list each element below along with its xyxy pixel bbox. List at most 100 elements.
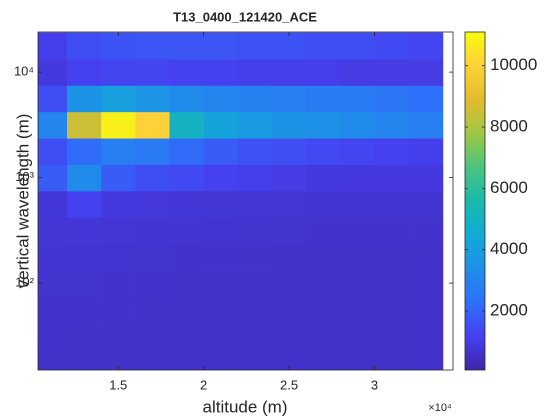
- heatmap-cell: [237, 217, 273, 245]
- heatmap-cell: [135, 32, 171, 60]
- heatmap-cell: [203, 138, 239, 165]
- heatmap-cell: [203, 243, 239, 271]
- heatmap-cell: [135, 217, 171, 245]
- heatmap-cell: [340, 138, 375, 165]
- heatmap-cell: [203, 190, 239, 218]
- heatmap-cell: [135, 164, 171, 192]
- heatmap-cell: [271, 58, 307, 86]
- colorbar: [464, 31, 486, 371]
- heatmap-cell: [374, 217, 410, 245]
- heatmap-cell: [169, 85, 205, 113]
- heatmap-cell: [101, 269, 136, 297]
- heatmap-cell: [203, 111, 239, 139]
- heatmap-cell: [374, 111, 410, 139]
- heatmap-cell: [203, 58, 239, 86]
- y-axis-label: vertical wavelength (m): [13, 114, 32, 289]
- heatmap-cell: [340, 217, 375, 245]
- heatmap-cell: [237, 58, 273, 86]
- heatmap-cell: [38, 269, 68, 297]
- heatmap-cell: [237, 243, 273, 271]
- heatmap-cell: [271, 269, 307, 297]
- chart-title: T13_0400_121420_ACE: [173, 9, 317, 24]
- heatmap-cell: [169, 138, 205, 165]
- x-tick-label: 3: [371, 377, 378, 392]
- heatmap-cell: [38, 243, 68, 271]
- heatmap-cell: [169, 58, 205, 86]
- heatmap-cell: [306, 243, 341, 271]
- heatmap-cell: [169, 322, 205, 349]
- heatmap-cell: [374, 348, 410, 370]
- x-tick-label: 2.5: [280, 377, 298, 392]
- axes-box: [37, 31, 454, 371]
- heatmap-cell: [271, 296, 307, 323]
- x-exponent: ×10⁴: [428, 402, 452, 414]
- heatmap-cell: [38, 296, 68, 323]
- heatmap-cell: [306, 322, 341, 349]
- heatmap-cell: [169, 296, 205, 323]
- heatmap-cell: [374, 164, 410, 192]
- heatmap-cell: [408, 269, 444, 297]
- heatmap-cell: [135, 348, 171, 370]
- heatmap-cell: [271, 322, 307, 349]
- heatmap-cell: [38, 322, 68, 349]
- heatmap-cell: [101, 164, 136, 192]
- heatmap-cell: [408, 190, 444, 218]
- heatmap-cell: [67, 32, 102, 60]
- colorbar-tick-label: 8000: [490, 117, 528, 136]
- heatmap-cell: [101, 348, 136, 370]
- heatmap-cell: [408, 243, 444, 271]
- heatmap-cell: [374, 322, 410, 349]
- heatmap-cell: [271, 32, 307, 60]
- heatmap-cell: [306, 190, 341, 218]
- heatmap-cell: [271, 217, 307, 245]
- heatmap-cell: [135, 85, 171, 113]
- colorbar-tick-label: 10000: [490, 55, 537, 74]
- heatmap-cell: [38, 190, 68, 218]
- heatmap-cell: [408, 111, 444, 139]
- heatmap-cell: [374, 269, 410, 297]
- heatmap-cell: [203, 32, 239, 60]
- heatmap-cell: [38, 111, 68, 139]
- heatmap-cell: [271, 85, 307, 113]
- heatmap-cell: [203, 296, 239, 323]
- heatmap-cell: [340, 58, 375, 86]
- colorbar-tick-label: 6000: [490, 178, 528, 197]
- heatmap-cell: [237, 138, 273, 165]
- y-tick-label: 10⁴: [14, 64, 34, 79]
- heatmap-cell: [67, 269, 102, 297]
- heatmap-cell: [340, 269, 375, 297]
- colorbar-tick-label: 4000: [490, 239, 528, 258]
- heatmap-cell: [67, 164, 102, 192]
- heatmap-cell: [38, 138, 68, 165]
- heatmap-cell: [340, 85, 375, 113]
- heatmap-cell: [38, 164, 68, 192]
- heatmap-cell: [169, 164, 205, 192]
- heatmap-cell: [374, 296, 410, 323]
- heatmap-cell: [101, 58, 136, 86]
- heatmap-cell: [306, 217, 341, 245]
- heatmap-cell: [67, 111, 102, 139]
- heatmap-cell: [237, 322, 273, 349]
- heatmap-cell: [67, 348, 102, 370]
- heatmap-cell: [374, 190, 410, 218]
- heatmap-cell: [38, 348, 68, 370]
- heatmap-cell: [271, 348, 307, 370]
- heatmap-cell: [237, 348, 273, 370]
- y-tick-label: 10²: [15, 275, 34, 290]
- heatmap-cell: [101, 243, 136, 271]
- heatmap-cell: [408, 32, 444, 60]
- heatmap-cell: [135, 58, 171, 86]
- heatmap-cell: [306, 296, 341, 323]
- heatmap-cell: [67, 296, 102, 323]
- heatmap-cell: [306, 138, 341, 165]
- x-tick-label: 2: [200, 377, 207, 392]
- heatmap-cell: [38, 58, 68, 86]
- heatmap-cell: [306, 58, 341, 86]
- colorbar-tick-label: 2000: [490, 300, 528, 319]
- heatmap-cell: [169, 190, 205, 218]
- heatmap-cell: [67, 243, 102, 271]
- heatmap-cell: [101, 138, 136, 165]
- heatmap-cell: [101, 111, 136, 139]
- heatmap-cell: [306, 348, 341, 370]
